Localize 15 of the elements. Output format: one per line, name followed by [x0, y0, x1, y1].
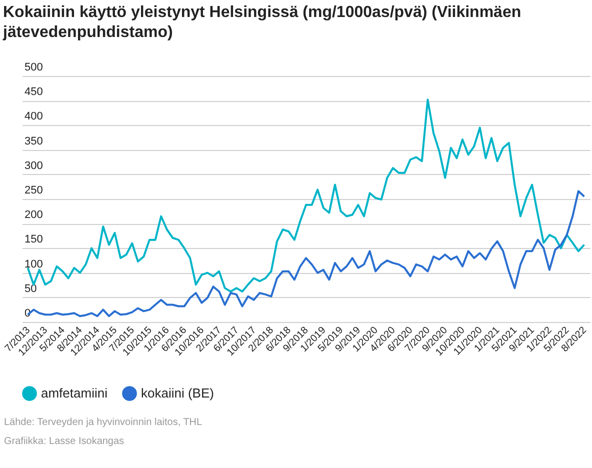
text: Grafiikka: Lasse Isokangas	[4, 436, 126, 447]
y-tick-label: 450	[24, 86, 43, 98]
legend-label: amfetamiini	[41, 386, 108, 401]
y-tick-label: 200	[24, 209, 43, 222]
y-tick-label: 350	[24, 135, 43, 148]
y-tick-label: 500	[24, 62, 43, 74]
chart-title: Kokaiinin käyttö yleistynyt Helsingissä (mg/1000as/pvä) (Viikinmäen jätevedenpuhdistamo)	[3, 3, 522, 43]
y-tick-label: 50	[24, 282, 37, 295]
text: Lähde: Terveyden ja hyvinvoinnin laitos, THL	[4, 417, 204, 428]
y-tick-label: 300	[24, 160, 43, 172]
y-tick-label: 150	[24, 234, 43, 246]
y-tick-label: 100	[24, 258, 43, 270]
y-tick-label: 400	[24, 110, 43, 123]
y-tick-label: 250	[24, 184, 43, 196]
legend-label: kokaiini (BE)	[141, 386, 214, 401]
